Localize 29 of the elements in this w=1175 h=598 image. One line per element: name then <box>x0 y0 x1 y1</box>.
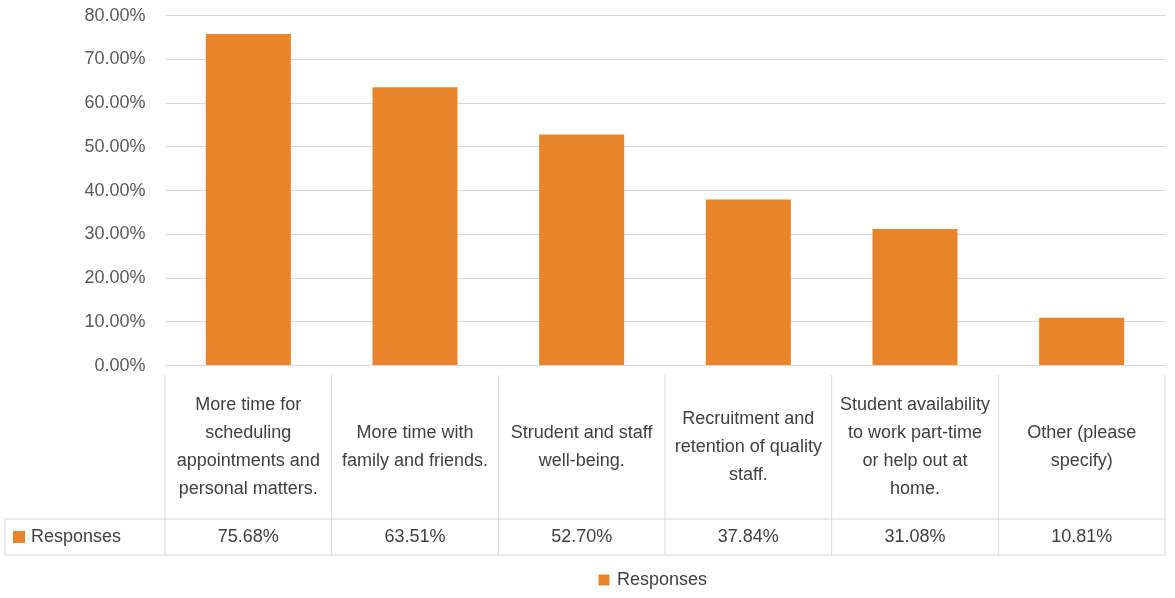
data-label: 52.70% <box>551 526 613 546</box>
data-label: 31.08% <box>884 526 946 546</box>
bar <box>539 134 625 365</box>
y-tick-label: 40.00% <box>84 179 146 200</box>
y-tick-label: 0.00% <box>94 354 146 375</box>
x-tick-label: More time with family and friends. <box>341 422 489 470</box>
text: Responses <box>617 569 708 589</box>
x-tick-label: More time for scheduling appointments and personal matters. <box>176 394 320 498</box>
x-tick-label: Other (please specify) <box>1027 422 1137 470</box>
bar <box>872 229 958 365</box>
y-tick-label: 60.00% <box>84 92 146 112</box>
y-tick-label: 30.00% <box>84 223 146 244</box>
y-tick-label: 70.00% <box>84 48 146 69</box>
bar <box>705 199 791 365</box>
x-tick-label: Student availability to work part-time or help out at home. <box>839 394 991 498</box>
data-label: 10.81% <box>1051 526 1113 546</box>
y-tick-label: 10.00% <box>84 310 146 331</box>
bar <box>205 33 291 365</box>
legend-label: Responses <box>31 526 122 546</box>
data-label: 37.84% <box>717 526 779 546</box>
data-label: 75.68% <box>217 526 279 546</box>
bar <box>1039 317 1125 365</box>
data-label: 63.51% <box>384 526 446 546</box>
x-tick-label: Recruitment and retention of quality staff. <box>674 408 822 484</box>
x-tick-label: Strudent and staff well-being. <box>510 422 654 470</box>
bar <box>372 87 458 365</box>
y-tick-label: 80.00% <box>84 4 146 25</box>
y-tick-label: 50.00% <box>84 135 146 156</box>
y-tick-label: 20.00% <box>84 267 146 287</box>
